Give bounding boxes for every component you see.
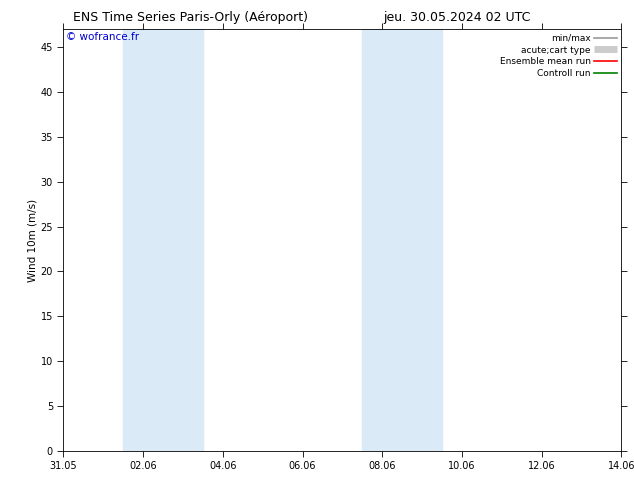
Text: jeu. 30.05.2024 02 UTC: jeu. 30.05.2024 02 UTC [383, 11, 530, 24]
Bar [362, 29, 442, 451]
Text: © wofrance.fr: © wofrance.fr [66, 31, 139, 42]
Y-axis label: Wind 10m (m/s): Wind 10m (m/s) [28, 198, 37, 282]
Legend: min/max, acute;cart type, Ensemble mean run, Controll run: min/max, acute;cart type, Ensemble mean … [497, 31, 619, 81]
Text: ENS Time Series Paris-Orly (Aéroport): ENS Time Series Paris-Orly (Aéroport) [73, 11, 307, 24]
Bar [123, 29, 203, 451]
